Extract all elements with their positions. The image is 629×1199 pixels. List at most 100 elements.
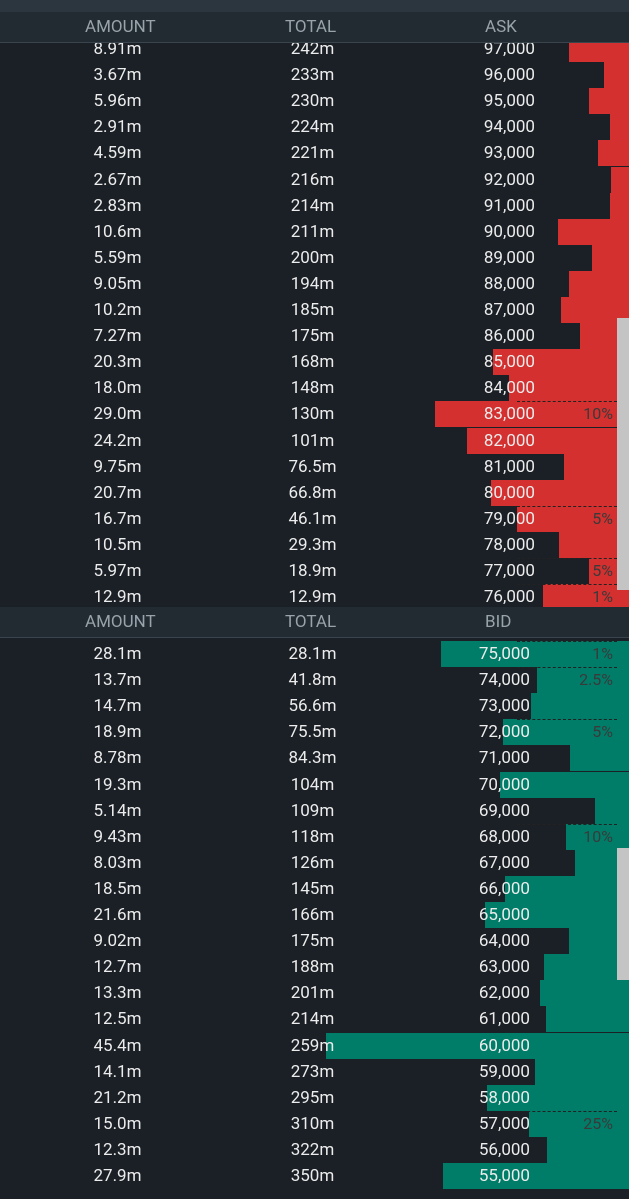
price: 70,000: [478, 774, 530, 795]
price: 80,000: [483, 482, 535, 503]
amount: 10.2m: [93, 300, 142, 320]
amount: 13.7m: [93, 670, 142, 691]
total: 175m: [290, 931, 335, 952]
price: 71,000: [478, 748, 530, 769]
price: 72,000: [478, 722, 530, 743]
depth-bar: [589, 88, 629, 115]
amount: 10.5m: [93, 534, 142, 555]
price: 60,000: [478, 1035, 530, 1056]
depth-bar: [609, 114, 629, 141]
price-header: BID: [485, 612, 512, 632]
amount: 13.3m: [93, 983, 142, 1004]
total: 66.8m: [288, 482, 337, 503]
depth-bar: [467, 427, 629, 454]
price: 91,000: [483, 195, 535, 216]
total: 175m: [290, 326, 335, 347]
depth-bar: [508, 375, 629, 402]
total: 211m: [290, 221, 335, 242]
price: 93,000: [483, 143, 535, 164]
depth-marker: 25%: [583, 1113, 613, 1133]
total: 194m: [290, 273, 335, 294]
bid-scrollbar[interactable]: [617, 848, 629, 980]
depth-marker-line: [517, 667, 617, 669]
price: 94,000: [483, 117, 535, 138]
amount: 12.3m: [93, 1139, 142, 1160]
amount: 2.91m: [93, 117, 142, 138]
amount: 15.0m: [93, 1113, 142, 1134]
bid-header: AMOUNT TOTAL BID: [0, 607, 629, 638]
price: 92,000: [483, 169, 535, 190]
total: 12.9m: [288, 587, 337, 608]
total: 101m: [290, 430, 335, 451]
depth-bar: [558, 218, 629, 245]
total: 76.5m: [288, 456, 337, 477]
total: 84.3m: [288, 748, 337, 769]
depth-bar: [325, 1032, 629, 1059]
price: 88,000: [483, 273, 535, 294]
ask-scrollbar[interactable]: [617, 318, 629, 590]
total: 259m: [290, 1035, 335, 1056]
depth-bar: [566, 823, 629, 850]
depth-bar: [568, 270, 629, 297]
total: 242m: [290, 43, 335, 59]
depth-bar: [542, 584, 629, 608]
amount: 18.5m: [93, 878, 142, 899]
depth-bar: [544, 954, 629, 981]
price: 95,000: [483, 91, 535, 112]
bid-list: 28.1m 28.1m 75,000 1% 13.7m 41.8m 74,000 2.5% 14…: [0, 638, 629, 1199]
price: 63,000: [478, 957, 530, 978]
price: 85,000: [483, 352, 535, 373]
price: 67,000: [478, 852, 530, 873]
total: 166m: [290, 905, 335, 925]
amount: 9.43m: [93, 826, 142, 847]
depth-bar: [545, 1006, 629, 1033]
price: 89,000: [483, 247, 535, 268]
price: 97,000: [483, 43, 535, 59]
amount: 9.75m: [93, 456, 142, 477]
price: 59,000: [478, 1061, 530, 1082]
total: 273m: [290, 1061, 335, 1082]
amount: 9.05m: [93, 273, 142, 294]
total: 230m: [290, 91, 335, 112]
depth-bar: [610, 192, 629, 219]
depth-marker: 1%: [592, 587, 613, 607]
depth-bar: [442, 1163, 629, 1189]
amount: 21.2m: [93, 1087, 142, 1108]
amount: 5.59m: [93, 247, 142, 268]
price: 57,000: [478, 1113, 530, 1134]
price: 62,000: [478, 983, 530, 1004]
price: 68,000: [478, 826, 530, 847]
total-header: TOTAL: [285, 612, 337, 632]
amount: 12.9m: [93, 587, 142, 608]
price: 73,000: [478, 696, 530, 717]
depth-marker-line: [517, 505, 617, 507]
total: 200m: [290, 247, 335, 268]
depth-bar: [530, 693, 629, 720]
total: 28.1m: [288, 644, 337, 664]
total: 126m: [290, 852, 335, 873]
amount-header: AMOUNT: [85, 612, 156, 632]
price: 69,000: [478, 800, 530, 821]
total: 118m: [290, 826, 335, 847]
total: 130m: [290, 404, 335, 425]
total-header: TOTAL: [285, 17, 337, 37]
amount: 5.96m: [93, 91, 142, 112]
total: 109m: [290, 800, 335, 821]
amount: 16.7m: [93, 508, 142, 529]
price: 64,000: [478, 931, 530, 952]
amount: 10.6m: [93, 221, 142, 242]
total: 75.5m: [288, 722, 337, 743]
price: 77,000: [483, 561, 535, 581]
total: 350m: [290, 1166, 335, 1186]
amount: 20.7m: [93, 482, 142, 503]
depth-bar: [534, 1058, 629, 1085]
total: 41.8m: [288, 670, 337, 691]
amount: 2.67m: [93, 169, 142, 190]
total: 185m: [290, 300, 335, 320]
price-header: ASK: [485, 17, 517, 37]
amount: 7.27m: [93, 326, 142, 347]
total: 214m: [290, 1009, 335, 1030]
depth-bar: [441, 641, 629, 667]
price: 87,000: [483, 300, 535, 320]
depth-bar: [537, 667, 629, 694]
